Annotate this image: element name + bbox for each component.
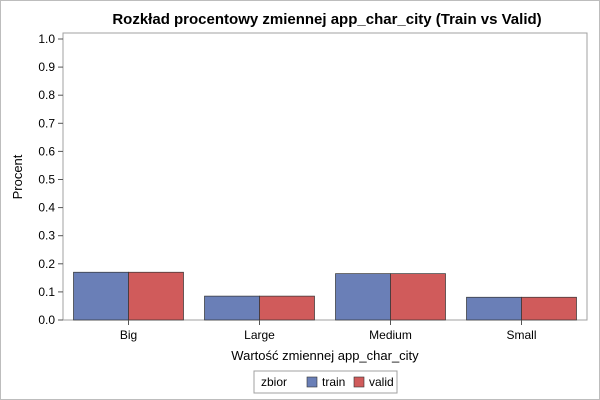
y-tick-label: 0.3 <box>38 229 55 243</box>
x-tick-label: Big <box>120 328 137 342</box>
y-axis-label: Procent <box>10 154 25 199</box>
x-tick-label: Large <box>244 328 275 342</box>
bar-valid-medium <box>390 273 446 321</box>
legend-label-valid: valid <box>369 375 394 389</box>
bars-group <box>73 271 577 321</box>
legend-swatch-valid <box>353 376 365 388</box>
y-tick-label: 0.8 <box>38 88 55 102</box>
y-tick-label: 0.0 <box>38 313 55 327</box>
bar-train-big <box>73 271 129 321</box>
y-tick-label: 0.1 <box>38 285 55 299</box>
legend-swatch-train <box>306 376 318 388</box>
y-tick-label: 1.0 <box>38 32 55 46</box>
legend-label-train: train <box>322 375 345 389</box>
x-axis-label: Wartość zmiennej app_char_city <box>231 348 419 363</box>
y-tick-label: 0.2 <box>38 257 55 271</box>
y-tick-label: 0.7 <box>38 116 55 130</box>
y-tick-label: 0.5 <box>38 173 55 187</box>
bar-valid-big <box>128 271 184 321</box>
bar-valid-large <box>259 295 315 321</box>
bar-train-small <box>466 296 522 321</box>
bar-valid-small <box>521 296 577 321</box>
legend: zbior train valid <box>253 370 398 394</box>
x-tick-label: Small <box>506 328 536 342</box>
x-tick-label: Medium <box>369 328 412 342</box>
legend-title: zbior <box>261 375 287 389</box>
bar-train-large <box>204 295 260 321</box>
x-axis: Big Large Medium Small <box>120 320 537 342</box>
y-tick-label: 0.4 <box>38 201 55 215</box>
y-tick-label: 0.6 <box>38 144 55 158</box>
y-axis: 0.0 0.1 0.2 0.3 0.4 0.5 0.6 0.7 0.8 0.9 1.0 <box>38 32 63 327</box>
bar-train-medium <box>335 273 391 321</box>
legend-frame <box>253 370 398 394</box>
chart-title: Rozkład procentowy zmiennej app_char_cit… <box>112 11 541 28</box>
y-tick-label: 0.9 <box>38 60 55 74</box>
